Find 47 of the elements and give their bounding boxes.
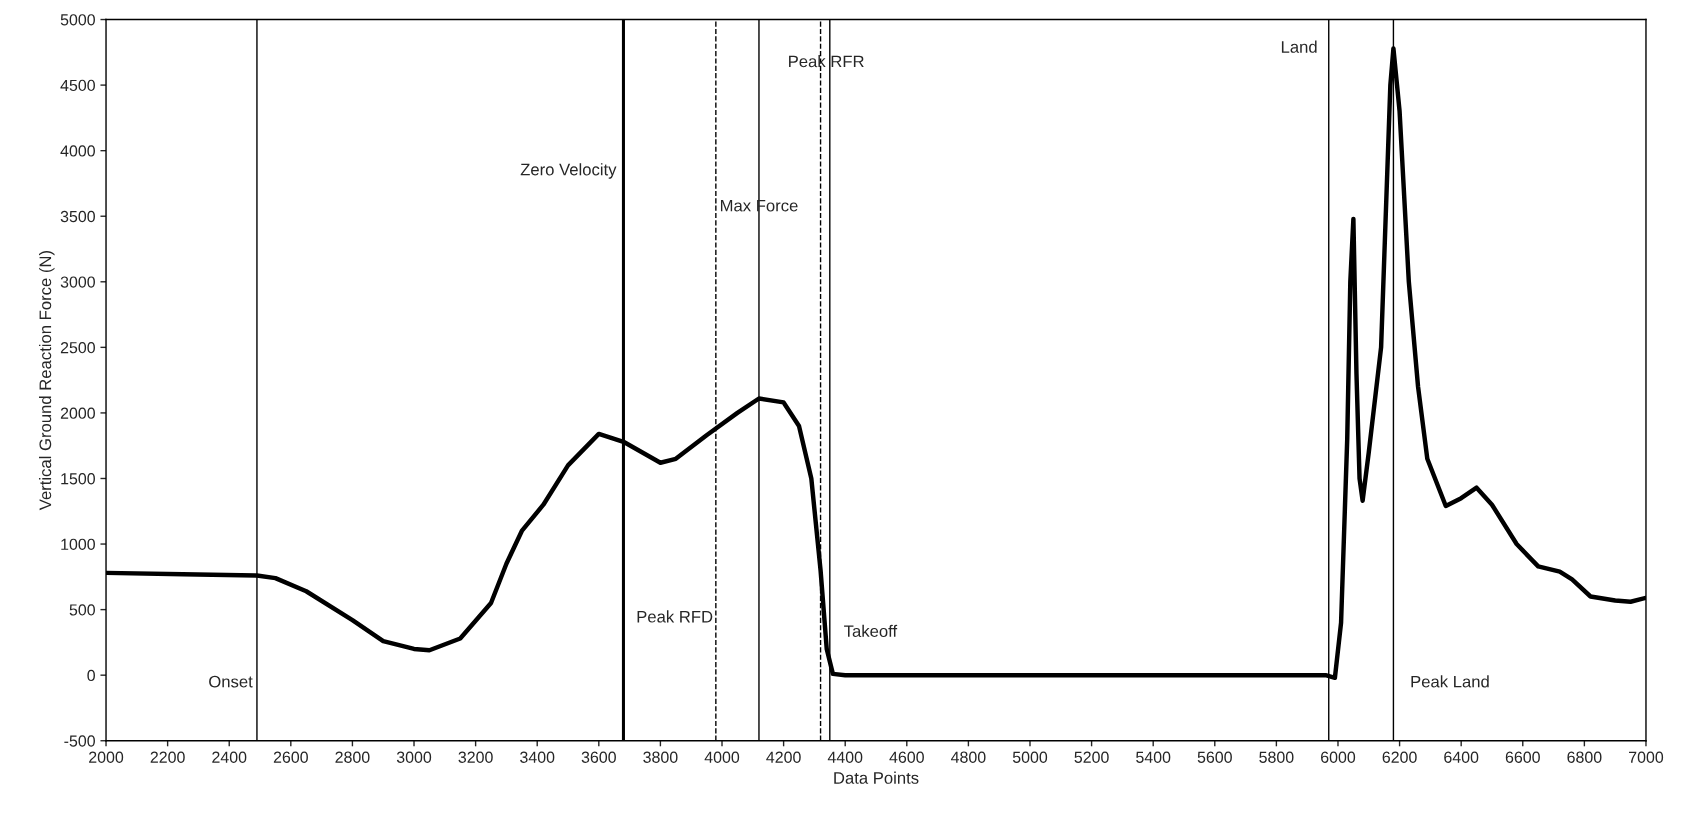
x-tick-label: 6800 bbox=[1567, 751, 1602, 763]
x-axis-title: Data Points bbox=[834, 771, 919, 784]
x-tick-label: 5000 bbox=[1012, 751, 1048, 763]
y-tick-label: 3500 bbox=[60, 210, 95, 223]
x-tick-label: 4200 bbox=[766, 751, 801, 763]
x-tick-label: 5600 bbox=[1197, 751, 1232, 763]
y-tick-label: -500 bbox=[64, 735, 95, 747]
ref-line-label: Zero Velocity bbox=[520, 163, 617, 179]
ref-line-label: Takeoff bbox=[844, 624, 898, 638]
x-tick-label: 2200 bbox=[150, 751, 185, 763]
y-tick-label: 3000 bbox=[60, 276, 95, 288]
ref-line-label: Peak Land bbox=[1411, 675, 1489, 688]
x-tick-label: 4400 bbox=[827, 751, 863, 763]
y-tick-label: 5000 bbox=[60, 14, 95, 26]
x-tick-label: 4600 bbox=[889, 751, 924, 763]
x-tick-label: 7000 bbox=[1629, 751, 1664, 763]
y-tick-label: 0 bbox=[87, 669, 95, 682]
ref-line-label: Peak RFD bbox=[637, 610, 713, 623]
x-tick-label: 3400 bbox=[520, 751, 555, 763]
x-tick-label: 6400 bbox=[1444, 751, 1479, 763]
ref-line-label: Onset bbox=[209, 675, 253, 688]
x-tick-label: 6000 bbox=[1321, 751, 1356, 763]
y-tick-label: 2000 bbox=[60, 407, 95, 419]
x-tick-label: 3000 bbox=[396, 751, 432, 763]
x-tick-label: 3600 bbox=[581, 751, 616, 763]
x-tick-label: 3800 bbox=[643, 751, 678, 763]
y-tick-label: 4000 bbox=[60, 145, 95, 157]
x-tick-label: 3200 bbox=[458, 751, 493, 763]
x-tick-label: 2600 bbox=[273, 751, 308, 763]
y-tick-label: 1500 bbox=[61, 473, 95, 485]
x-tick-label: 2000 bbox=[89, 751, 124, 763]
x-tick-label: 6200 bbox=[1382, 751, 1417, 763]
x-tick-label: 6600 bbox=[1505, 751, 1540, 763]
y-tick-label: 2500 bbox=[60, 341, 95, 354]
x-tick-label: 5800 bbox=[1259, 751, 1294, 763]
x-tick-label: 5200 bbox=[1074, 751, 1109, 763]
x-tick-label: 2800 bbox=[335, 751, 370, 763]
ref-line-label: Land bbox=[1281, 40, 1317, 53]
y-tick-label: 1000 bbox=[61, 538, 95, 550]
ref-line-label: Peak RFR bbox=[789, 55, 864, 68]
x-tick-label: 4800 bbox=[951, 751, 986, 763]
x-tick-label: 5400 bbox=[1136, 751, 1171, 763]
y-tick-label: 4500 bbox=[60, 79, 95, 92]
x-tick-label: 4000 bbox=[704, 751, 740, 763]
x-tick-label: 2400 bbox=[212, 751, 247, 763]
y-tick-label: 500 bbox=[69, 604, 95, 616]
y-axis-title: Vertical Ground Reaction Force (N) bbox=[38, 251, 55, 511]
